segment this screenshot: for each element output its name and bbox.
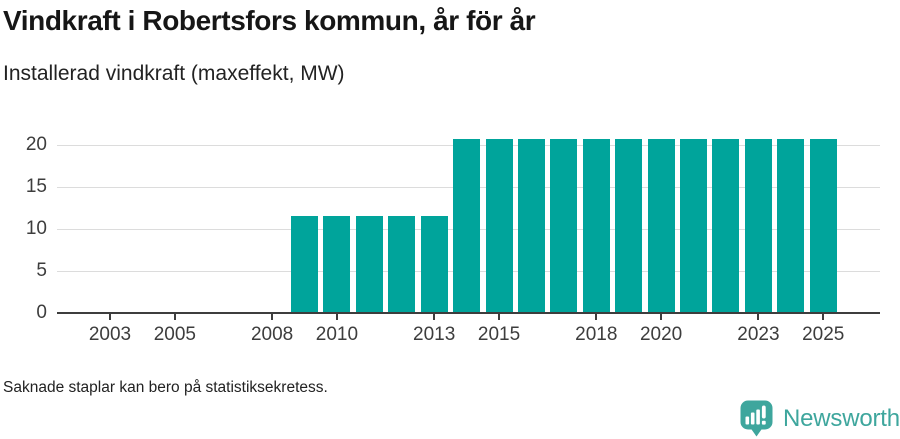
x-tick-label-2013: 2013 bbox=[413, 324, 456, 345]
x-tick-mark-2020 bbox=[660, 314, 663, 320]
x-tick-label-2010: 2010 bbox=[315, 324, 359, 345]
bar-2025 bbox=[809, 139, 837, 313]
bar-2013 bbox=[420, 216, 448, 313]
x-tick-mark-2005 bbox=[173, 314, 176, 320]
bar-2023 bbox=[744, 139, 772, 313]
x-tick-label-2020: 2020 bbox=[639, 324, 683, 345]
y-tick-label-10: 10 bbox=[25, 218, 47, 239]
bar-2012 bbox=[388, 216, 416, 313]
bar-2016 bbox=[517, 139, 545, 313]
x-tick-mark-2013 bbox=[433, 314, 436, 320]
bar-2015 bbox=[485, 139, 513, 313]
bar-2009 bbox=[291, 216, 319, 313]
x-tick-mark-2018 bbox=[595, 314, 598, 320]
x-tick-mark-2023 bbox=[757, 314, 760, 320]
bar-2017 bbox=[550, 139, 578, 313]
x-tick-label-2005: 2005 bbox=[153, 324, 196, 345]
bar-2019 bbox=[615, 139, 643, 313]
bar-2022 bbox=[712, 139, 740, 313]
newsworthy-speech-bubble-bar-chart-icon bbox=[740, 400, 773, 437]
x-tick-mark-2008 bbox=[271, 314, 274, 320]
footnote: Saknade staplar kan bero på statistiksek… bbox=[3, 379, 328, 396]
y-tick-label-5: 5 bbox=[36, 260, 47, 281]
bar-2010 bbox=[323, 216, 351, 313]
y-tick-label-0: 0 bbox=[36, 302, 47, 323]
bar-2014 bbox=[453, 139, 481, 313]
y-tick-label-20: 20 bbox=[25, 134, 47, 155]
bar-2011 bbox=[355, 216, 383, 313]
x-tick-label-2003: 2003 bbox=[88, 324, 132, 345]
x-tick-label-2025: 2025 bbox=[802, 324, 845, 345]
bar-2021 bbox=[680, 139, 708, 313]
bar-2020 bbox=[647, 139, 675, 313]
y-tick-label-15: 15 bbox=[25, 176, 47, 197]
bar-2018 bbox=[582, 139, 610, 313]
x-tick-label-2008: 2008 bbox=[250, 324, 294, 345]
x-axis-line bbox=[57, 311, 880, 314]
chart-title: Vindkraft i Robertsfors kommun, år för å… bbox=[3, 5, 536, 36]
brand-name: Newsworthy bbox=[783, 404, 900, 432]
x-tick-label-2015: 2015 bbox=[477, 324, 521, 345]
x-tick-label-2023: 2023 bbox=[737, 324, 780, 345]
x-tick-mark-2025 bbox=[822, 314, 825, 320]
newsworthy-logo-link[interactable]: Newsworthy bbox=[740, 400, 900, 437]
x-tick-mark-2015 bbox=[498, 314, 501, 320]
bar-2024 bbox=[777, 139, 805, 313]
x-tick-mark-2003 bbox=[109, 314, 111, 320]
x-tick-mark-2010 bbox=[335, 314, 338, 320]
chart-subtitle: Installerad vindkraft (maxeffekt, MW) bbox=[3, 62, 345, 85]
bar-chart-plot-area: 2003 2005 2008 2010 2013 2015 2018 2020 2023 2025… bbox=[25, 134, 880, 345]
x-tick-label-2018: 2018 bbox=[575, 324, 618, 345]
